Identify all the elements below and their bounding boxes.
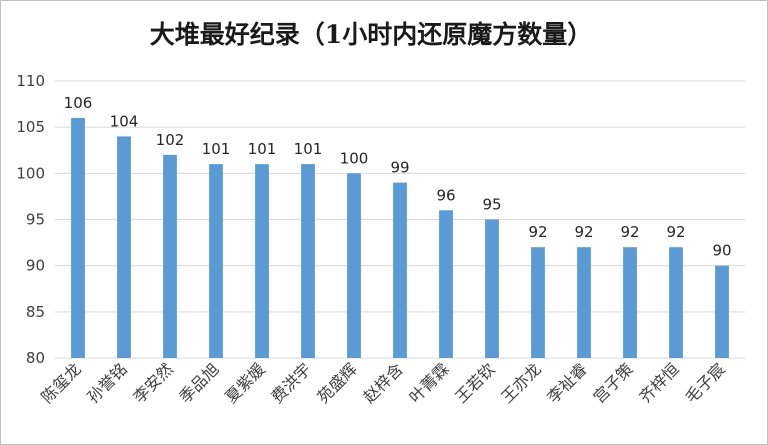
bar [347,173,361,358]
data-label: 92 [528,223,547,241]
y-tick-label: 90 [26,257,45,275]
data-label: 101 [294,140,323,158]
bar [209,164,223,358]
bar [71,117,85,358]
y-tick-label: 95 [26,211,45,229]
x-tick-label: 王亦龙 [497,359,544,406]
data-label: 101 [202,140,231,158]
data-label: 92 [574,223,593,241]
x-tick-label: 苑盛辉 [313,359,360,406]
x-tick-label: 费洪宇 [267,359,314,406]
x-tick-label: 叶菁霖 [405,359,452,406]
bar [255,164,269,358]
data-label: 101 [248,140,277,158]
data-label: 95 [482,196,501,214]
data-label: 90 [712,242,731,260]
bar [393,182,407,358]
x-tick-label: 赵梓含 [359,359,406,406]
x-tick-label: 毛子宸 [681,359,728,406]
bar [715,265,729,358]
data-label: 100 [340,149,369,167]
bar [163,154,177,358]
bar [117,136,131,358]
x-tick-label: 夏紫媛 [221,359,268,406]
data-label: 104 [110,112,139,130]
bar [623,247,637,358]
bar [439,210,453,358]
x-tick-label: 孙誉铭 [83,359,130,406]
data-label: 92 [666,223,685,241]
bar [669,247,683,358]
y-tick-label: 80 [26,349,45,367]
x-tick-label: 季品旭 [175,359,222,406]
data-label: 99 [390,159,409,177]
x-tick-label: 齐梓恒 [635,359,682,406]
x-tick-label: 李安然 [129,359,176,406]
data-label: 96 [436,186,455,204]
chart-title: 大堆最好纪录（1小时内还原魔方数量） [149,20,593,49]
bar [485,219,499,358]
y-tick-label: 85 [26,303,45,321]
data-label: 102 [156,131,185,149]
data-label: 106 [64,94,93,112]
bar [531,247,545,358]
y-tick-label: 110 [16,72,45,90]
x-tick-label: 李祉睿 [543,359,590,406]
y-tick-label: 105 [16,118,45,136]
bar [301,164,315,358]
y-tick-label: 100 [16,164,45,182]
x-tick-label: 王若钦 [451,359,498,406]
data-label: 92 [620,223,639,241]
bar [577,247,591,358]
x-tick-label: 宫子策 [589,359,636,406]
